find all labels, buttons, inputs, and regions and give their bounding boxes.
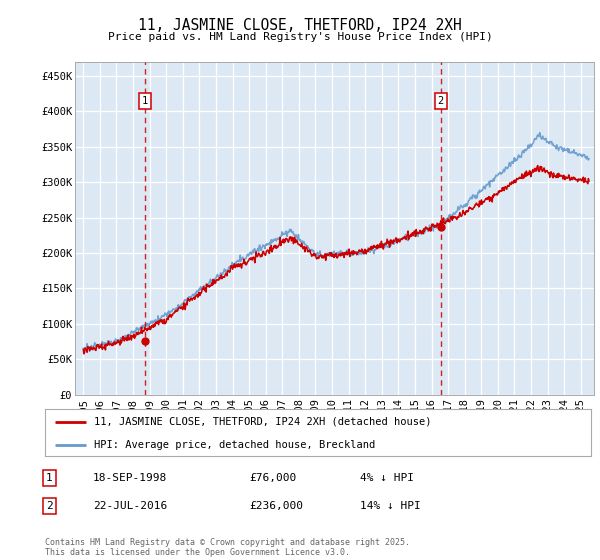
Text: Price paid vs. HM Land Registry's House Price Index (HPI): Price paid vs. HM Land Registry's House … bbox=[107, 32, 493, 42]
Text: 4% ↓ HPI: 4% ↓ HPI bbox=[360, 473, 414, 483]
Text: £236,000: £236,000 bbox=[249, 501, 303, 511]
Text: 22-JUL-2016: 22-JUL-2016 bbox=[93, 501, 167, 511]
Text: 2: 2 bbox=[46, 501, 53, 511]
Text: Contains HM Land Registry data © Crown copyright and database right 2025.
This d: Contains HM Land Registry data © Crown c… bbox=[45, 538, 410, 557]
Text: HPI: Average price, detached house, Breckland: HPI: Average price, detached house, Brec… bbox=[94, 440, 376, 450]
Text: £76,000: £76,000 bbox=[249, 473, 296, 483]
Text: 1: 1 bbox=[142, 96, 148, 106]
Text: 18-SEP-1998: 18-SEP-1998 bbox=[93, 473, 167, 483]
Text: 11, JASMINE CLOSE, THETFORD, IP24 2XH: 11, JASMINE CLOSE, THETFORD, IP24 2XH bbox=[138, 18, 462, 33]
Text: 11, JASMINE CLOSE, THETFORD, IP24 2XH (detached house): 11, JASMINE CLOSE, THETFORD, IP24 2XH (d… bbox=[94, 417, 431, 427]
Text: 2: 2 bbox=[437, 96, 444, 106]
Text: 14% ↓ HPI: 14% ↓ HPI bbox=[360, 501, 421, 511]
Text: 1: 1 bbox=[46, 473, 53, 483]
